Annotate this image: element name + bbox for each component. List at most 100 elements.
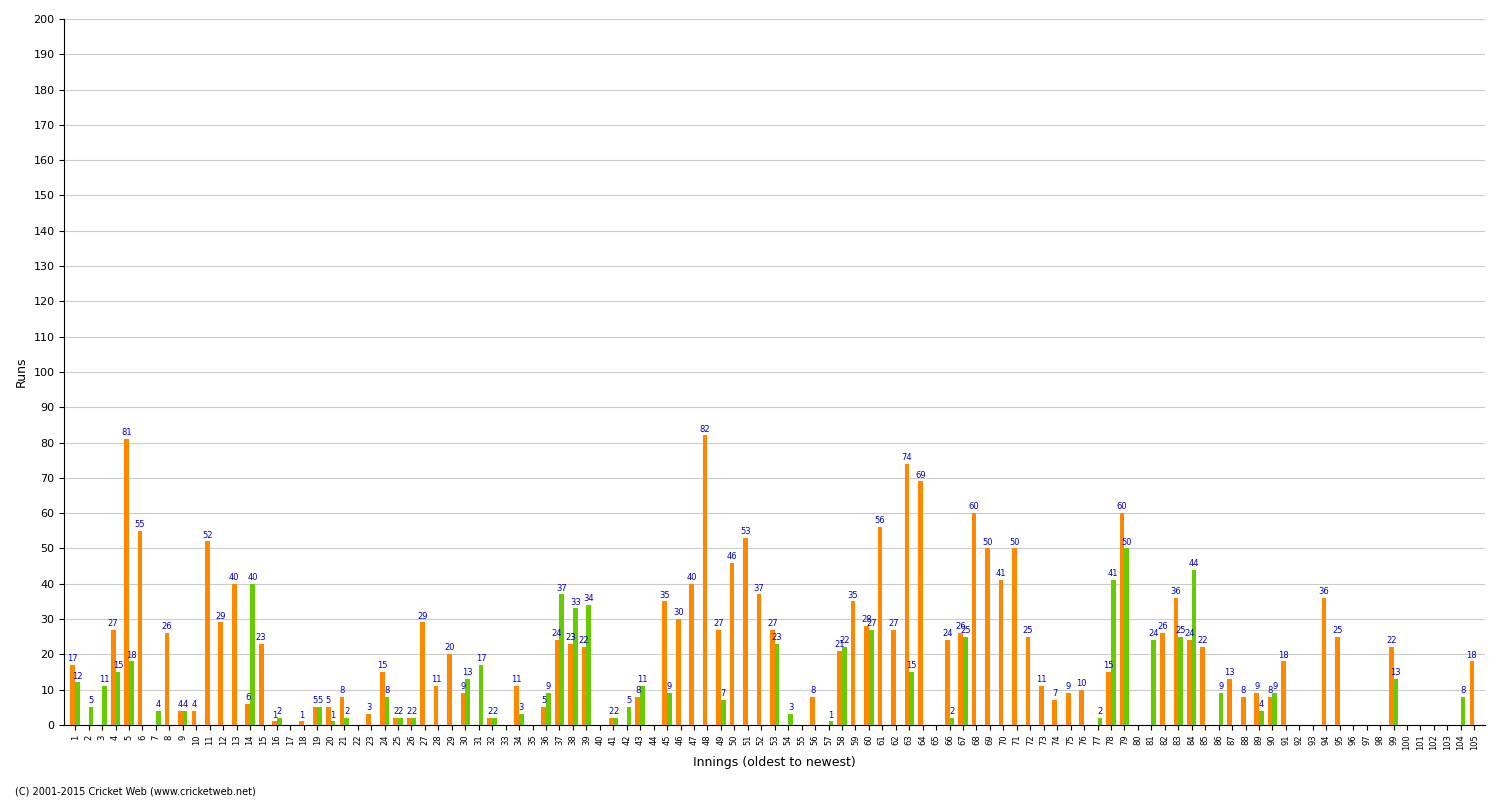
Bar — [1179, 637, 1184, 725]
Text: 5: 5 — [326, 697, 332, 706]
Text: 7: 7 — [1052, 690, 1058, 698]
Bar — [729, 562, 735, 725]
Text: 37: 37 — [556, 583, 567, 593]
Bar — [1066, 693, 1071, 725]
Text: 18: 18 — [1278, 650, 1288, 659]
Text: 10: 10 — [1077, 678, 1088, 688]
Text: 4: 4 — [156, 700, 160, 709]
Text: 35: 35 — [660, 590, 670, 599]
Text: 2: 2 — [393, 707, 399, 716]
Text: 24: 24 — [1184, 630, 1194, 638]
Bar — [555, 640, 560, 725]
Bar — [465, 679, 470, 725]
Text: 22: 22 — [839, 637, 849, 646]
Bar — [1186, 640, 1191, 725]
Text: 36: 36 — [1170, 587, 1182, 596]
Text: 1: 1 — [272, 710, 278, 719]
Bar — [546, 693, 550, 725]
Text: 4: 4 — [178, 700, 183, 709]
Text: 23: 23 — [256, 633, 267, 642]
Bar — [950, 718, 954, 725]
Bar — [1053, 700, 1058, 725]
Text: 40: 40 — [687, 573, 698, 582]
Y-axis label: Runs: Runs — [15, 357, 28, 387]
Bar — [1098, 718, 1102, 725]
Bar — [582, 647, 586, 725]
Bar — [111, 630, 116, 725]
Text: 2: 2 — [488, 707, 492, 716]
Bar — [1080, 690, 1084, 725]
Text: 24: 24 — [942, 630, 952, 638]
Text: 1: 1 — [330, 710, 336, 719]
Text: 9: 9 — [1272, 682, 1278, 691]
Bar — [742, 538, 748, 725]
Text: 41: 41 — [1108, 570, 1119, 578]
Text: 50: 50 — [1010, 538, 1020, 546]
Text: 5: 5 — [312, 697, 318, 706]
Bar — [129, 662, 134, 725]
Bar — [88, 707, 93, 725]
Bar — [1470, 662, 1474, 725]
Bar — [398, 718, 402, 725]
Text: 27: 27 — [712, 618, 724, 628]
Text: 23: 23 — [566, 633, 576, 642]
Bar — [447, 654, 452, 725]
Bar — [138, 530, 142, 725]
Text: 37: 37 — [753, 583, 765, 593]
Text: 8: 8 — [810, 686, 816, 695]
Bar — [312, 707, 318, 725]
Text: 2: 2 — [609, 707, 613, 716]
Text: 17: 17 — [68, 654, 78, 663]
Bar — [1281, 662, 1286, 725]
X-axis label: Innings (oldest to newest): Innings (oldest to newest) — [693, 756, 856, 769]
Text: 30: 30 — [674, 608, 684, 618]
Text: 25: 25 — [1176, 626, 1186, 635]
Bar — [1120, 513, 1125, 725]
Text: 26: 26 — [956, 622, 966, 631]
Bar — [102, 686, 106, 725]
Text: 53: 53 — [740, 527, 752, 536]
Text: 8: 8 — [1268, 686, 1274, 695]
Bar — [460, 693, 465, 725]
Text: 2: 2 — [398, 707, 404, 716]
Text: 13: 13 — [1390, 668, 1401, 678]
Bar — [178, 710, 183, 725]
Bar — [232, 584, 237, 725]
Bar — [433, 686, 438, 725]
Bar — [810, 697, 814, 725]
Bar — [636, 697, 640, 725]
Bar — [124, 439, 129, 725]
Text: (C) 2001-2015 Cricket Web (www.cricketweb.net): (C) 2001-2015 Cricket Web (www.cricketwe… — [15, 786, 255, 796]
Text: 24: 24 — [552, 630, 562, 638]
Bar — [384, 697, 390, 725]
Text: 9: 9 — [1218, 682, 1224, 691]
Bar — [999, 580, 1004, 725]
Text: 29: 29 — [417, 612, 428, 621]
Text: 50: 50 — [982, 538, 993, 546]
Text: 9: 9 — [1254, 682, 1260, 691]
Text: 23: 23 — [771, 633, 783, 642]
Bar — [156, 710, 160, 725]
Text: 8: 8 — [1240, 686, 1246, 695]
Text: 26: 26 — [162, 622, 172, 631]
Text: 9: 9 — [1065, 682, 1071, 691]
Bar — [1272, 693, 1276, 725]
Bar — [380, 672, 384, 725]
Text: 15: 15 — [112, 661, 123, 670]
Text: 2: 2 — [411, 707, 417, 716]
Bar — [278, 718, 282, 725]
Bar — [560, 594, 564, 725]
Text: 9: 9 — [668, 682, 672, 691]
Bar — [1389, 647, 1394, 725]
Bar — [1227, 679, 1232, 725]
Text: 20: 20 — [444, 643, 454, 653]
Text: 8: 8 — [384, 686, 390, 695]
Bar — [116, 672, 120, 725]
Text: 4: 4 — [1258, 700, 1264, 709]
Text: 2: 2 — [614, 707, 618, 716]
Text: 3: 3 — [788, 703, 794, 713]
Text: 11: 11 — [99, 675, 109, 684]
Text: 40: 40 — [230, 573, 240, 582]
Bar — [1394, 679, 1398, 725]
Text: 81: 81 — [122, 428, 132, 438]
